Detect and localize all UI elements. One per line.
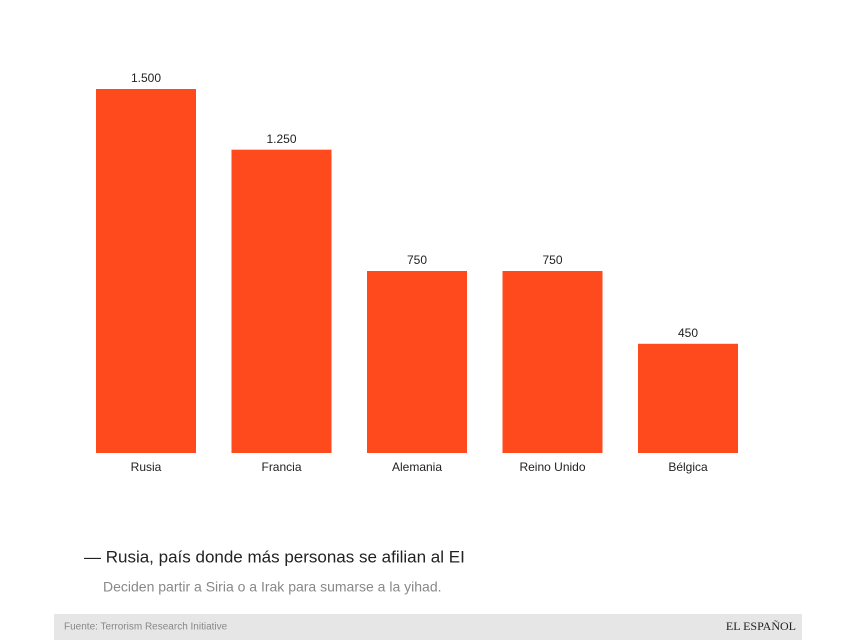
bar [502, 271, 603, 453]
value-label: 750 [542, 253, 562, 267]
source: Fuente: Terrorism Research Initiative [64, 622, 228, 633]
chart-subtitle: Deciden partir a Siria o a Irak para sum… [103, 579, 442, 595]
value-label: 450 [678, 326, 698, 340]
value-label: 1.250 [266, 132, 296, 146]
chart-title: — Rusia, país donde más personas se afil… [84, 547, 465, 566]
value-label: 1.500 [131, 71, 161, 85]
x-tick-label: Alemania [392, 460, 442, 474]
bar [638, 343, 738, 453]
x-tick-label: Reino Unido [519, 460, 585, 474]
x-tick-label: Rusia [131, 460, 162, 474]
x-tick-label: Bélgica [668, 460, 708, 474]
bar [231, 149, 332, 453]
bar [96, 89, 196, 453]
bar [367, 271, 467, 453]
footer-bar [54, 614, 802, 640]
brand: EL ESPAÑOL [726, 619, 796, 633]
x-tick-label: Francia [261, 460, 301, 474]
value-label: 750 [407, 253, 427, 267]
